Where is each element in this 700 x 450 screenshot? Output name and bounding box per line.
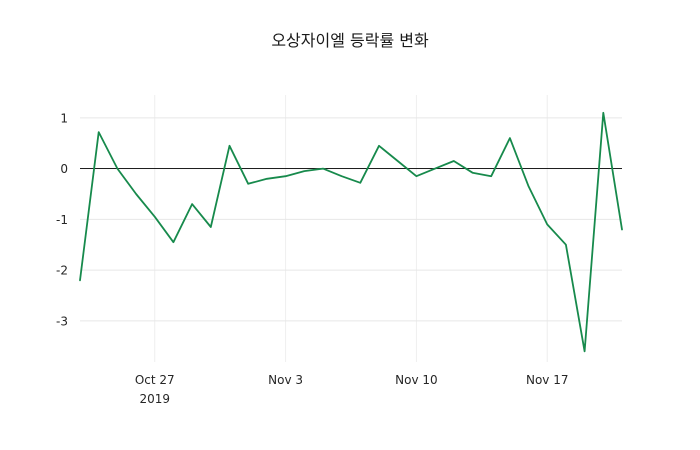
gridlines [80,95,622,362]
y-tick-label: -1 [56,213,68,227]
x-tick-label: Nov 3 [268,373,303,387]
x-axis-tick-labels: Oct 27 2019 Nov 3 Nov 10 Nov 17 [135,373,569,406]
x-tick-label: Oct 27 [135,373,175,387]
y-tick-label: 1 [60,111,68,125]
y-tick-label: -3 [56,314,68,328]
y-tick-label: 0 [60,162,68,176]
y-axis-tick-labels: 1 0 -1 -2 -3 [56,111,68,328]
x-tick-sublabel: 2019 [139,392,170,406]
chart-title: 오상자이엘 등락률 변화 [271,31,429,50]
x-tick-label: Nov 10 [395,373,438,387]
series-line [79,111,623,353]
x-tick-label: Nov 17 [526,373,569,387]
y-tick-label: -2 [56,264,68,278]
